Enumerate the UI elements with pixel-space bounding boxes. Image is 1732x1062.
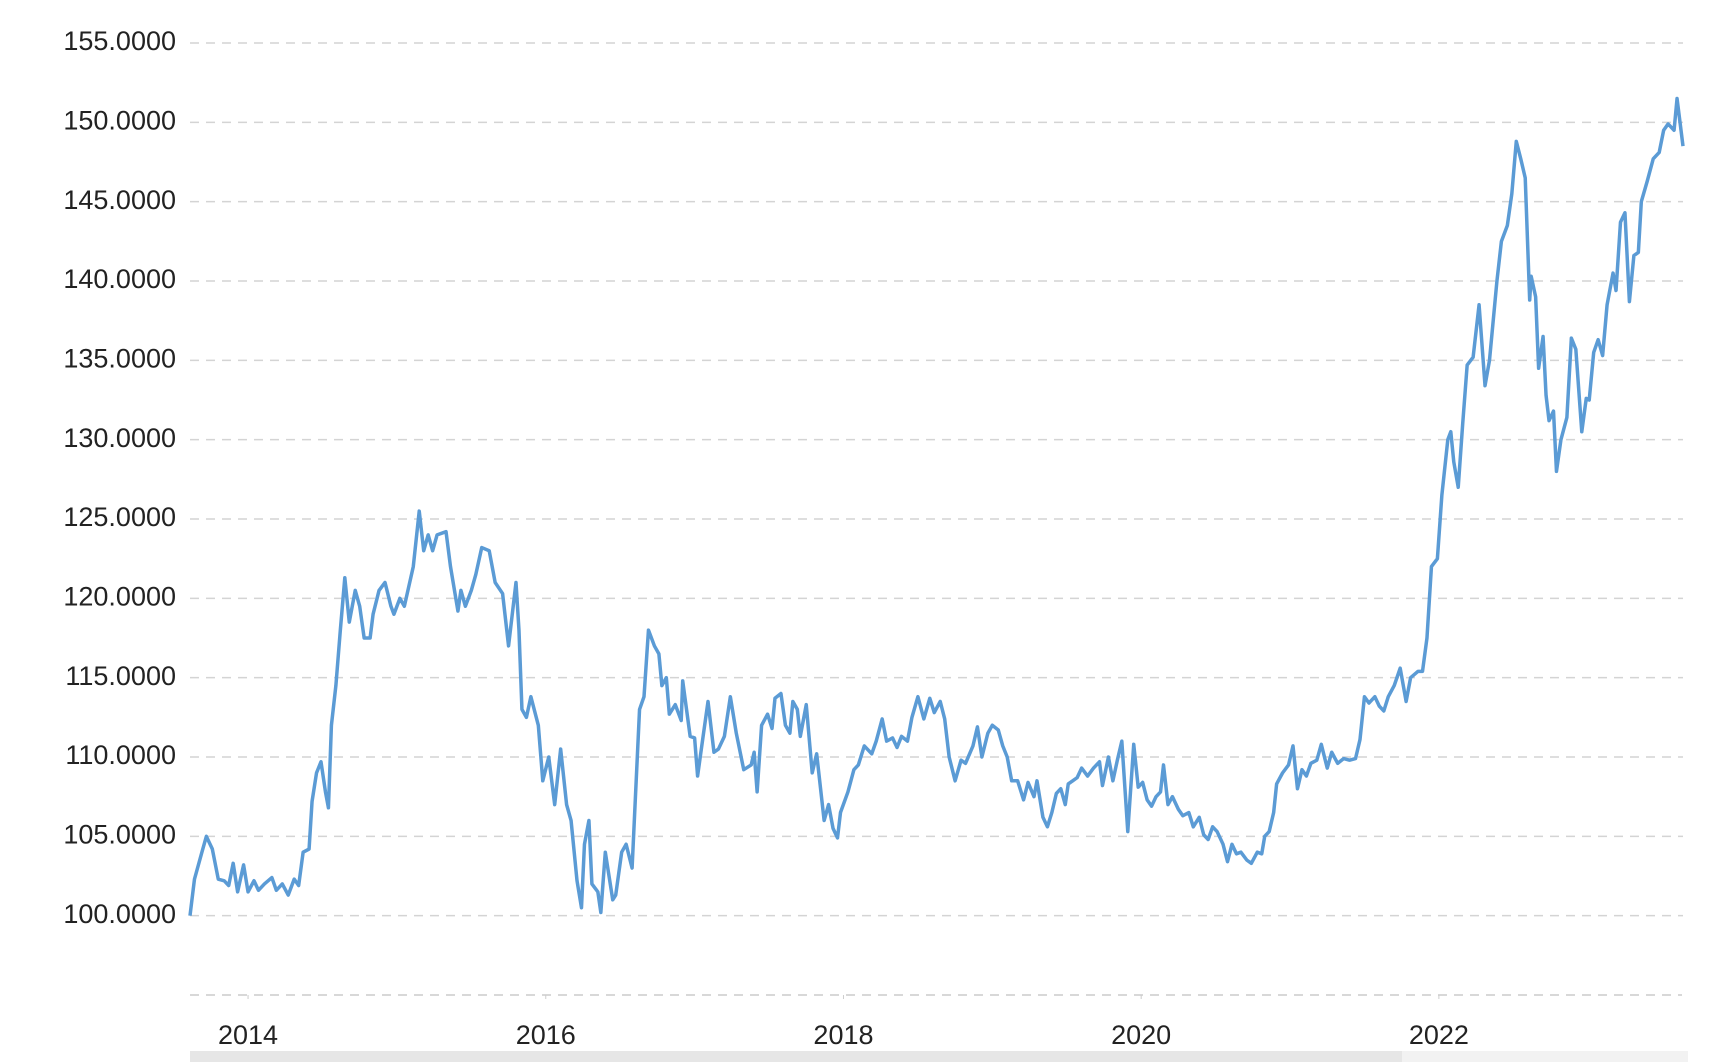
- y-tick-label: 155.0000: [63, 26, 176, 56]
- x-tick-label: 2022: [1409, 1020, 1469, 1050]
- y-tick-label: 135.0000: [63, 343, 176, 373]
- y-tick-label: 105.0000: [63, 819, 176, 849]
- y-tick-label: 145.0000: [63, 185, 176, 215]
- y-tick-label: 130.0000: [63, 423, 176, 453]
- y-tick-label: 150.0000: [63, 105, 176, 135]
- x-tick-label: 2014: [218, 1020, 278, 1050]
- y-tick-label: 140.0000: [63, 264, 176, 294]
- navigator[interactable]: [190, 1051, 1688, 1062]
- y-tick-label: 100.0000: [63, 899, 176, 929]
- data-line: [188, 96, 1685, 916]
- x-tick-label: 2016: [516, 1020, 576, 1050]
- x-tick-label: 2020: [1111, 1020, 1171, 1050]
- navigator-handle[interactable]: [1402, 1051, 1688, 1062]
- y-tick-label: 110.0000: [65, 740, 176, 770]
- y-tick-label: 115.0000: [65, 661, 176, 691]
- y-tick-label: 120.0000: [63, 581, 176, 611]
- y-tick-label: 125.0000: [63, 502, 176, 532]
- x-tick-label: 2018: [813, 1020, 873, 1050]
